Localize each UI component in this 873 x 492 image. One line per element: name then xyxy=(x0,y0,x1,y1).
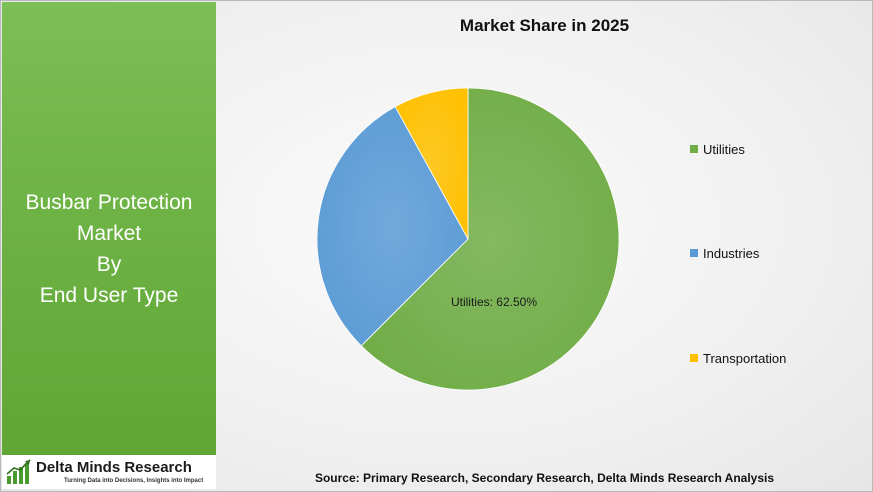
panel-title-line: Busbar Protection xyxy=(25,191,193,214)
pie-slice-industries xyxy=(316,106,469,347)
source-note: Source: Primary Research, Secondary Rese… xyxy=(314,471,775,485)
logo: Delta Minds Research Turning Data into D… xyxy=(2,455,216,489)
legend-label: Industries xyxy=(703,246,760,261)
legend-item-transportation: Transportation xyxy=(690,351,786,366)
pie-slice-utilities xyxy=(360,87,620,391)
data-label-utilities: Utilities: 62.50% xyxy=(451,295,537,309)
logo-name: Delta Minds Research xyxy=(36,459,192,476)
legend-item-utilities: Utilities xyxy=(690,142,745,157)
legend-swatch-utilities xyxy=(690,145,698,153)
panel-title: Busbar Protection Market By End User Typ… xyxy=(2,187,216,311)
legend-item-industries: Industries xyxy=(690,246,759,261)
legend-label: Transportation xyxy=(703,351,787,366)
pie-slice-transportation xyxy=(394,87,469,240)
panel-title-line: End User Type xyxy=(39,284,179,307)
chart-title: Market Share in 2025 xyxy=(459,16,630,35)
legend-label: Utilities xyxy=(703,142,745,157)
pie-chart: Utilities: 62.50% xyxy=(316,87,620,391)
panel-title-line: Market xyxy=(76,222,142,245)
bar-chart-logo-icon xyxy=(6,459,31,484)
left-title-panel: Busbar Protection Market By End User Typ… xyxy=(2,2,216,488)
panel-title-line: By xyxy=(96,253,122,276)
legend-swatch-transportation xyxy=(690,354,698,362)
logo-tagline: Turning Data into Decisions, Insights in… xyxy=(64,478,204,484)
legend-swatch-industries xyxy=(690,249,698,257)
